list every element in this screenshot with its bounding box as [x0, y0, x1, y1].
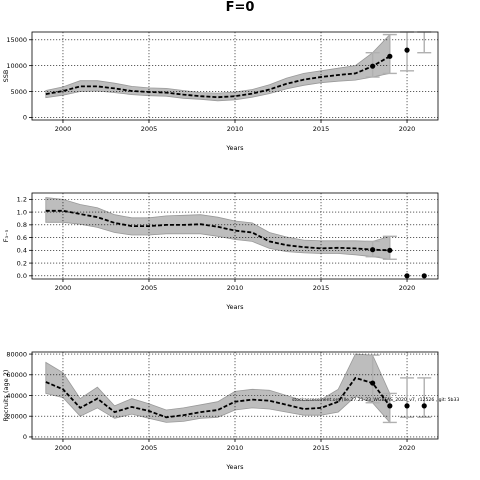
x-tick-label: 2000	[55, 125, 72, 133]
confidence-band	[45, 353, 391, 424]
estimate-point	[370, 380, 376, 386]
x-axis-label: Years	[225, 144, 244, 152]
panel-3: 2000 2005 2010 2015 2020 0 20000 40000 60000 8000…	[2, 350, 439, 471]
panel-1: 2000 2005 2010 2015 2020 0 5000 10000 15000 Years…	[2, 31, 439, 152]
y-axis-label: SSB	[2, 70, 10, 83]
y-tick-label: 80000	[6, 350, 27, 358]
x-tick-label: 2010	[227, 444, 244, 452]
x-tick-label: 2005	[141, 444, 158, 452]
forecast-point	[404, 403, 410, 409]
y-tick-label: 0	[23, 114, 27, 122]
x-tick-label: 2010	[227, 125, 244, 133]
x-axis-label: Years	[225, 303, 244, 311]
y-tick-label: 20000	[6, 413, 27, 421]
series-estimate-line	[45, 209, 390, 252]
forecast-point	[404, 273, 410, 279]
forecast-point	[421, 403, 427, 409]
x-tick-label: 2020	[399, 284, 416, 292]
x-tick-label: 2020	[399, 125, 416, 133]
estimate-point	[387, 247, 393, 253]
forecast-point	[421, 273, 427, 279]
x-tick-label: 2005	[141, 284, 158, 292]
confidence-band	[45, 197, 391, 260]
confidence-band	[45, 33, 391, 102]
y-tick-label: 10000	[6, 62, 27, 70]
y-tick-label: 5000	[10, 88, 27, 96]
x-tick-label: 2000	[55, 444, 72, 452]
x-tick-label: 2015	[313, 125, 330, 133]
y-tick-label: 0.4	[17, 247, 27, 255]
forecast-point	[404, 47, 410, 53]
y-tick-label: 1.2	[17, 196, 27, 204]
y-tick-label: 0.2	[17, 259, 27, 267]
estimate-point	[370, 247, 376, 253]
y-tick-label: 0	[23, 433, 27, 441]
y-tick-label: 0.0	[17, 272, 27, 280]
x-tick-label: 2020	[399, 444, 416, 452]
x-tick-label: 2010	[227, 284, 244, 292]
y-tick-label: 0.8	[17, 221, 27, 229]
figure-title: F=0	[225, 0, 255, 15]
y-tick-label: 60000	[6, 371, 27, 379]
series-estimate-line	[45, 55, 391, 99]
y-tick-label: 1.0	[17, 208, 27, 216]
x-tick-label: 2005	[141, 125, 158, 133]
estimate-point	[387, 403, 393, 409]
x-tick-label: 2015	[313, 284, 330, 292]
x-tick-label: 2015	[313, 444, 330, 452]
estimate-point	[370, 63, 376, 69]
annotation-text: stockassessment.org (lle.27.21-23_WGBFAS…	[292, 397, 459, 403]
y-axis-label: Recruits (age 2)	[2, 370, 10, 422]
y-tick-label: 0.6	[17, 234, 27, 242]
estimate-point	[387, 53, 393, 59]
panel-2: 2000 2005 2010 2015 2020 0.0 0.2 0.4 0.6 0.8 1.0 1.…	[2, 192, 439, 311]
x-tick-label: 2000	[55, 284, 72, 292]
x-axis-label: Years	[225, 463, 244, 471]
y-tick-label: 40000	[6, 392, 27, 400]
y-axis-label: F₃₋₅	[2, 229, 10, 242]
y-tick-label: 15000	[6, 36, 27, 44]
